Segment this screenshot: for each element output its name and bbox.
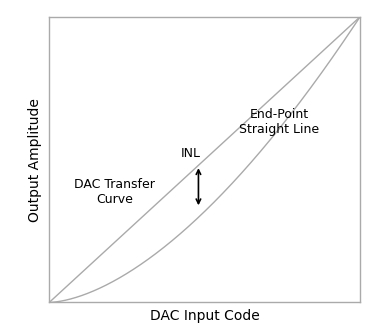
Text: DAC Transfer
Curve: DAC Transfer Curve: [74, 178, 155, 206]
Text: End-Point
Straight Line: End-Point Straight Line: [239, 109, 319, 136]
Y-axis label: Output Amplitude: Output Amplitude: [28, 98, 42, 221]
Text: INL: INL: [181, 146, 200, 160]
X-axis label: DAC Input Code: DAC Input Code: [150, 309, 260, 323]
